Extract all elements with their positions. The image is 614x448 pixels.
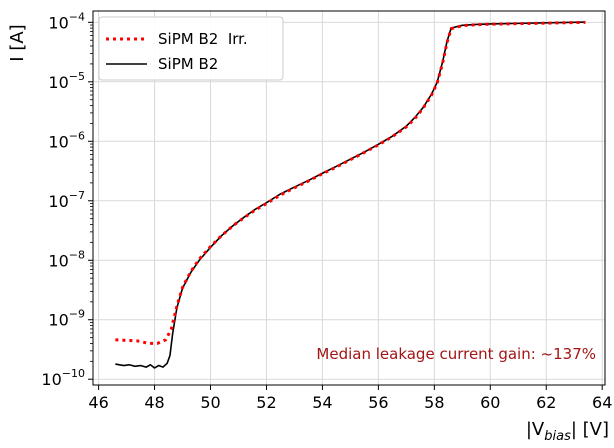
gain-annotation: Median leakage current gain: ~137% (316, 345, 596, 363)
series-layer (115, 20, 586, 369)
x-axis-label-tail: | [V] (571, 419, 609, 440)
grid (93, 11, 605, 385)
x-tick-label: 56 (368, 393, 388, 412)
x-tick-label: 46 (88, 393, 108, 412)
x-axis-label: |Vbias| [V] (526, 419, 609, 444)
series-irradiated-line (115, 20, 586, 345)
y-tick-label: 10−6 (48, 129, 85, 151)
y-axis-label: I [A] (7, 24, 28, 61)
x-tick-label: 50 (200, 393, 220, 412)
series-reference-line (115, 21, 586, 369)
x-tick-label: 60 (480, 393, 500, 412)
ticks: 46 48 50 52 54 56 58 60 62 64 10−10 10−9 10−8 10−7 10−… (41, 10, 612, 412)
y-tick-label: 10−7 (48, 189, 85, 211)
x-tick-label: 58 (424, 393, 444, 412)
y-tick-label: 10−4 (48, 10, 85, 32)
plot-frame (92, 10, 606, 386)
x-tick-label: 54 (312, 393, 332, 412)
x-tick-label: 64 (592, 393, 612, 412)
y-tick-label: 10−9 (48, 308, 85, 330)
y-tick-label: 10−8 (48, 248, 85, 270)
legend-label-reference: SiPM B2 (158, 55, 218, 73)
y-tick-label: 10−5 (48, 70, 85, 92)
x-tick-label: 48 (144, 393, 164, 412)
y-tick-label: 10−10 (41, 367, 85, 389)
x-tick-label: 52 (256, 393, 276, 412)
x-axis-label-main: |V (526, 419, 545, 440)
x-tick-label: 62 (536, 393, 556, 412)
legend-label-irradiated: SiPM B2 Irr. (158, 30, 248, 48)
legend: SiPM B2 Irr. SiPM B2 (98, 16, 284, 81)
x-axis-label-sub: bias (544, 429, 571, 444)
